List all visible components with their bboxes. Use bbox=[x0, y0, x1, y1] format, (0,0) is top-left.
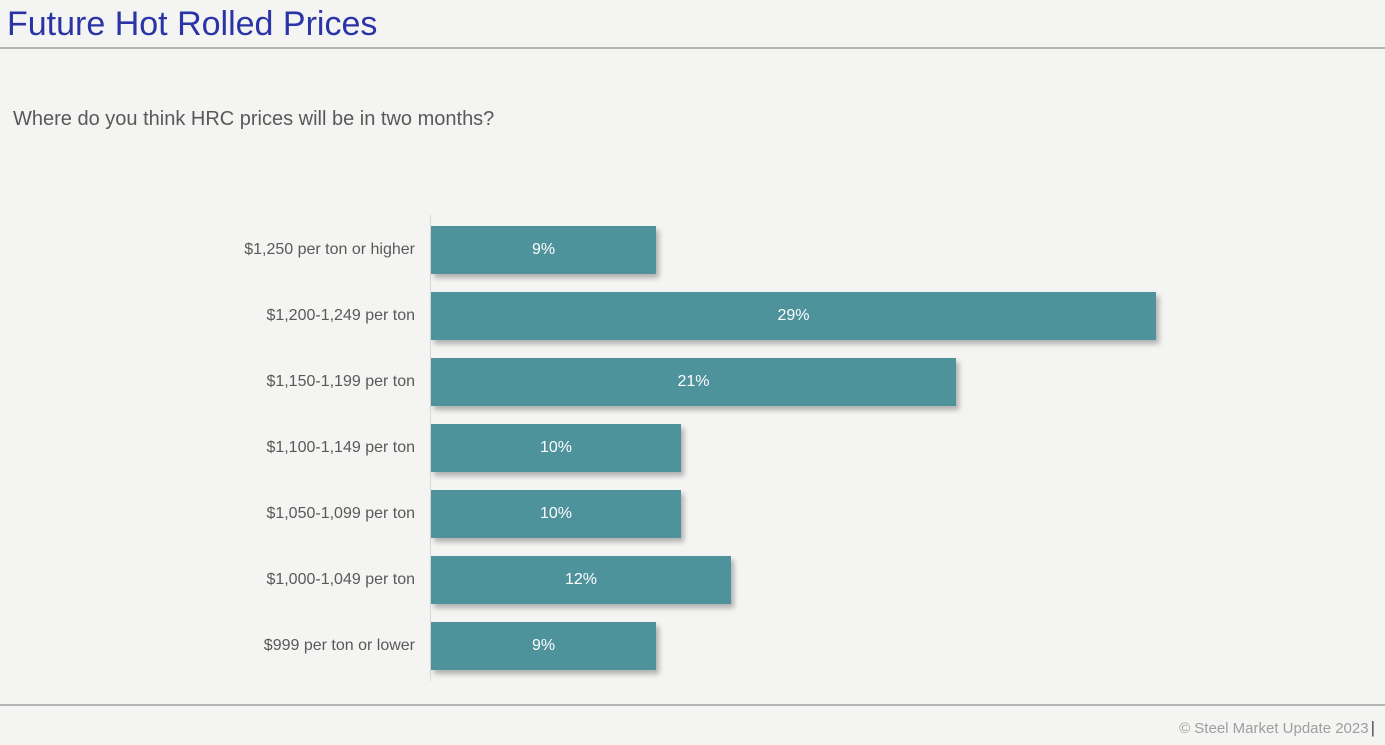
bar-value-label: 9% bbox=[531, 637, 556, 654]
bar-value-label: 12% bbox=[564, 571, 598, 588]
hrc-price-bar-chart: $1,250 per ton or higher 9% $1,200-1,249… bbox=[0, 215, 1385, 681]
category-label: $1,000-1,049 per ton bbox=[266, 571, 415, 588]
bar: 9% bbox=[431, 622, 656, 670]
bar: 10% bbox=[431, 490, 681, 538]
bar-value-label: 9% bbox=[531, 241, 556, 258]
header-divider bbox=[0, 47, 1385, 49]
bar-row: $1,100-1,149 per ton 10% bbox=[0, 424, 1385, 472]
bar: 12% bbox=[431, 556, 731, 604]
bar-row: $1,050-1,099 per ton 10% bbox=[0, 490, 1385, 538]
survey-question: Where do you think HRC prices will be in… bbox=[13, 108, 495, 130]
category-label: $999 per ton or lower bbox=[263, 637, 415, 654]
page-title: Future Hot Rolled Prices bbox=[7, 5, 378, 43]
bar-row: $1,000-1,049 per ton 12% bbox=[0, 556, 1385, 604]
copyright-text: © Steel Market Update 2023 bbox=[1179, 720, 1369, 737]
footer-divider bbox=[0, 704, 1385, 706]
bar-row: $1,200-1,249 per ton 29% bbox=[0, 292, 1385, 340]
bar-value-label: 10% bbox=[539, 439, 573, 456]
category-label: $1,050-1,099 per ton bbox=[266, 505, 415, 522]
bar: 10% bbox=[431, 424, 681, 472]
bar: 29% bbox=[431, 292, 1156, 340]
bar-value-label: 29% bbox=[777, 307, 810, 324]
bar-value-label: 21% bbox=[677, 373, 710, 390]
category-label: $1,150-1,199 per ton bbox=[266, 373, 415, 390]
bar: 9% bbox=[431, 226, 656, 274]
bar-row: $1,250 per ton or higher 9% bbox=[0, 226, 1385, 274]
y-axis-line bbox=[430, 215, 431, 681]
footer: © Steel Market Update 2023 | bbox=[1179, 718, 1375, 738]
bar-row: $1,150-1,199 per ton 21% bbox=[0, 358, 1385, 406]
category-label: $1,200-1,249 per ton bbox=[266, 307, 415, 324]
bar: 21% bbox=[431, 358, 956, 406]
category-label: $1,250 per ton or higher bbox=[244, 241, 415, 258]
bar-value-label: 10% bbox=[539, 505, 573, 522]
bar-row: $999 per ton or lower 9% bbox=[0, 622, 1385, 670]
category-label: $1,100-1,149 per ton bbox=[266, 439, 415, 456]
text-cursor: | bbox=[1370, 718, 1375, 737]
